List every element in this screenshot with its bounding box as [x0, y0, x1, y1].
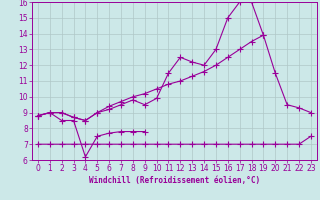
X-axis label: Windchill (Refroidissement éolien,°C): Windchill (Refroidissement éolien,°C) — [89, 176, 260, 185]
